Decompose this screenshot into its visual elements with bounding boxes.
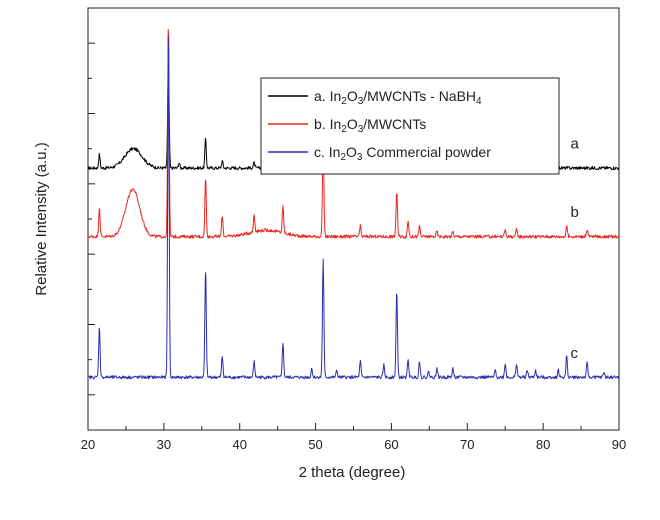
x-axis-ticks: 20 30 40 50 60 70 80 90 [81, 423, 626, 452]
legend-subscript: 2 [341, 96, 347, 107]
legend-text-part: O [346, 144, 357, 160]
series-tags: a b c [570, 136, 579, 362]
series-line-b [87, 28, 620, 239]
legend-subscript: 2 [340, 152, 346, 163]
legend-subscript: 3 [357, 152, 363, 163]
legend-text-part: /MWCNTs - NaBH [363, 88, 476, 104]
legend-text-part: O [347, 116, 358, 132]
legend-box [260, 77, 560, 175]
legend-label-b: b. In2O3/MWCNTs [314, 116, 426, 135]
legend-text-part: /MWCNTs [363, 116, 426, 132]
legend-text-part: c. In [314, 144, 340, 160]
legend-text-part: b. In [314, 116, 341, 132]
legend-label-c: c. In2O3 Commercial powder [314, 144, 491, 163]
legend-subscript: 4 [476, 96, 482, 107]
series-line-c [87, 36, 620, 380]
x-tick-label: 20 [81, 437, 95, 452]
legend-subscript: 3 [358, 124, 364, 135]
series-tag-c: c [570, 345, 578, 362]
x-tick-label: 50 [308, 437, 322, 452]
y-axis-ticks [88, 42, 95, 396]
series-tag-b: b [570, 204, 578, 221]
legend-label-a: a. In2O3/MWCNTs - NaBH4 [314, 88, 482, 107]
x-tick-label: 90 [612, 437, 626, 452]
legend-subscript: 2 [341, 124, 347, 135]
series-tag-a: a [570, 136, 579, 153]
x-axis-title: 2 theta (degree) [299, 464, 406, 481]
x-tick-label: 40 [232, 437, 246, 452]
legend-text-part: O [347, 88, 358, 104]
legend-text-part: a. In [314, 88, 341, 104]
x-tick-label: 70 [460, 437, 474, 452]
legend-subscript: 3 [358, 96, 364, 107]
x-tick-label: 60 [384, 437, 398, 452]
x-tick-label: 80 [536, 437, 550, 452]
y-axis-title: Relative Intensity (a.u.) [33, 142, 50, 295]
x-tick-label: 30 [157, 437, 171, 452]
legend-text-part: Commercial powder [362, 144, 491, 160]
